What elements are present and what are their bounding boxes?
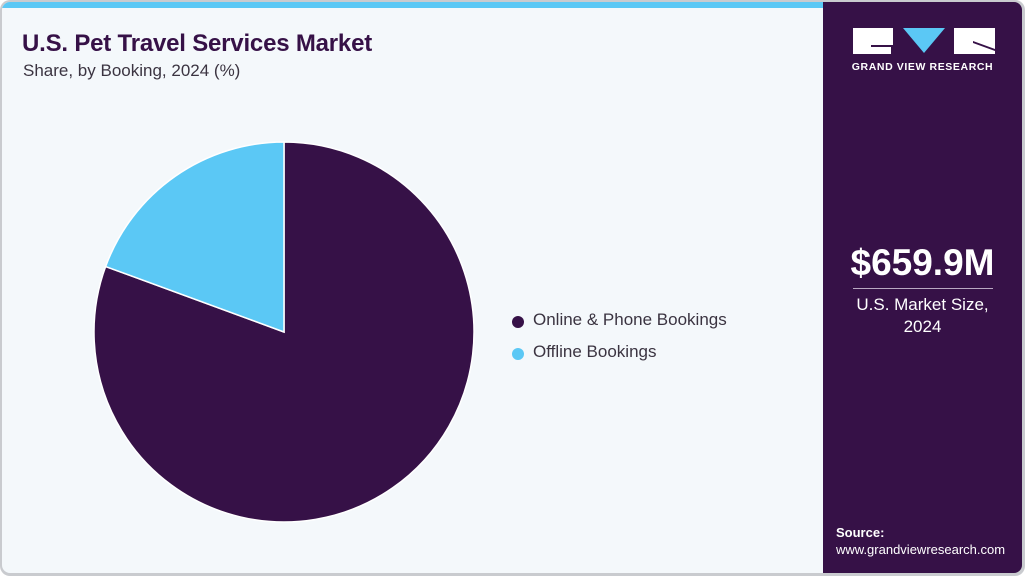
chart-title: U.S. Pet Travel Services Market	[22, 30, 373, 57]
legend-item-online: Online & Phone Bookings	[512, 304, 727, 336]
divider	[853, 288, 993, 289]
chart-subtitle: Share, by Booking, 2024 (%)	[23, 61, 241, 80]
market-size-label: U.S. Market Size, 2024	[823, 294, 1022, 338]
legend-label: Online & Phone Bookings	[533, 310, 727, 329]
legend-label: Offline Bookings	[533, 342, 657, 361]
logo-text: GRAND VIEW RESEARCH	[851, 61, 994, 73]
legend-item-offline: Offline Bookings	[512, 336, 727, 368]
market-size-value: $659.9M	[850, 242, 995, 283]
accent-strip	[2, 2, 823, 8]
source-link[interactable]: www.grandviewresearch.com	[836, 542, 1006, 557]
legend-dot-icon	[512, 315, 524, 328]
legend: Online & Phone Bookings Offline Bookings	[512, 304, 727, 368]
grand-view-research-logo-icon	[853, 28, 995, 54]
pie-chart	[93, 141, 475, 523]
legend-dot-icon	[512, 347, 524, 360]
market-label-line2: 2024	[903, 317, 942, 336]
chart-panel: U.S. Pet Travel Services Market Share, b…	[2, 2, 823, 573]
market-label-line1: U.S. Market Size,	[856, 295, 989, 314]
sidebar: GRAND VIEW RESEARCH $659.9M U.S. Market …	[823, 2, 1022, 573]
pie-slice-offline-bookings	[104, 141, 285, 334]
source-label: Source:	[836, 525, 885, 540]
